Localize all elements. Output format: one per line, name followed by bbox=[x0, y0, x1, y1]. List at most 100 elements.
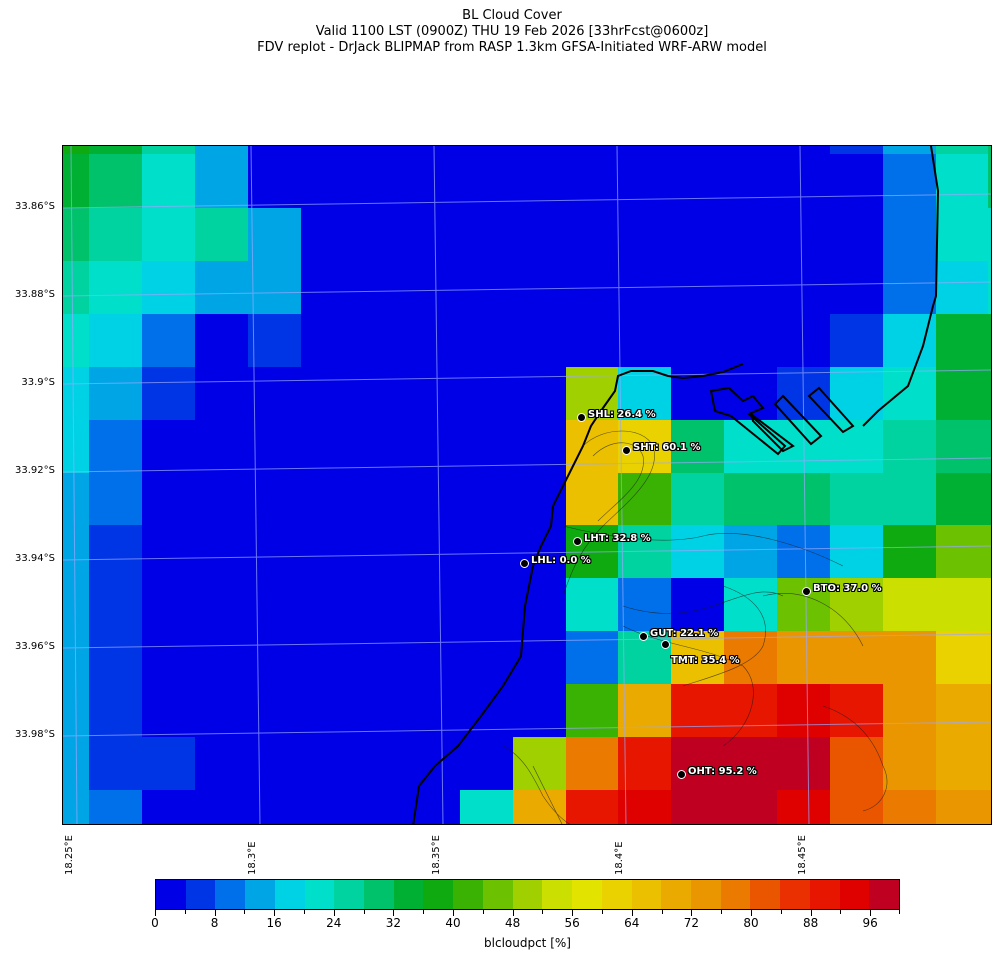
grid-cell bbox=[248, 631, 302, 685]
grid-cell bbox=[830, 790, 884, 824]
grid-cell bbox=[407, 261, 461, 315]
grid-cell bbox=[936, 367, 989, 421]
colorbar-tick-label: 48 bbox=[504, 916, 521, 930]
grid-cell bbox=[936, 631, 989, 685]
grid-cell bbox=[988, 420, 991, 474]
grid-cell bbox=[883, 578, 937, 632]
grid-cell bbox=[936, 578, 989, 632]
grid-cell bbox=[248, 684, 302, 738]
grid-cell bbox=[301, 473, 355, 526]
colorbar-tick bbox=[184, 910, 186, 914]
colorbar-tick bbox=[780, 910, 782, 914]
grid-cell bbox=[618, 684, 672, 738]
grid-cell bbox=[63, 261, 90, 315]
colorbar-swatch bbox=[156, 880, 186, 909]
grid-cell bbox=[195, 420, 249, 474]
grid-cell bbox=[248, 578, 302, 632]
grid-cell bbox=[830, 473, 884, 526]
grid-cell bbox=[513, 473, 567, 526]
grid-cell bbox=[777, 261, 831, 315]
grid-cell bbox=[248, 146, 302, 155]
grid-cell bbox=[671, 525, 725, 579]
grid-cell bbox=[830, 314, 884, 368]
colorbar-tick bbox=[333, 910, 335, 916]
grid-cell bbox=[513, 420, 567, 474]
grid-cell bbox=[301, 420, 355, 474]
colorbar-swatch bbox=[423, 880, 454, 909]
grid-cell bbox=[671, 737, 725, 791]
grid-cell bbox=[566, 684, 619, 738]
grid-cell bbox=[883, 146, 937, 155]
grid-cell bbox=[195, 790, 249, 824]
station-label-sht: SHT: 60.1 % bbox=[633, 442, 701, 453]
grid-cell bbox=[195, 631, 249, 685]
colorbar-tick-label: 40 bbox=[445, 916, 461, 930]
grid-cell bbox=[142, 737, 196, 791]
grid-cell bbox=[830, 684, 884, 738]
grid-cell bbox=[407, 420, 461, 474]
colorbar-tick bbox=[304, 910, 305, 914]
grid-cell bbox=[354, 631, 408, 685]
grid-cell bbox=[936, 146, 989, 155]
grid-cell bbox=[301, 737, 355, 791]
grid-cell bbox=[89, 261, 143, 315]
grid-cell bbox=[354, 208, 408, 262]
grid-cell bbox=[777, 208, 831, 262]
colorbar-tick bbox=[631, 910, 633, 916]
grid-cell bbox=[566, 146, 619, 155]
colorbar-tick-label: 16 bbox=[266, 916, 282, 930]
grid-cell bbox=[671, 790, 725, 824]
grid-cell bbox=[777, 146, 831, 155]
station-dot-gut bbox=[639, 632, 648, 641]
grid-cell bbox=[407, 684, 461, 738]
grid-cell bbox=[566, 261, 619, 315]
colorbar-tick bbox=[244, 910, 246, 914]
colorbar-tick bbox=[512, 910, 514, 916]
station-dot-sht bbox=[622, 446, 631, 455]
grid-cell bbox=[936, 261, 989, 315]
grid-cell bbox=[89, 737, 143, 791]
grid-cell bbox=[777, 737, 831, 791]
grid-cell bbox=[195, 146, 249, 155]
grid-cell bbox=[63, 578, 90, 632]
colorbar-swatch bbox=[720, 880, 751, 909]
station-label-gut: GUT: 22.1 % bbox=[650, 628, 719, 639]
colorbar-swatch bbox=[601, 880, 632, 909]
grid-cell bbox=[142, 261, 196, 315]
grid-cell bbox=[724, 578, 778, 632]
grid-cell bbox=[988, 737, 991, 791]
colorbar-tick bbox=[870, 910, 872, 916]
grid-cell bbox=[89, 525, 143, 579]
grid-cell bbox=[195, 367, 249, 421]
grid-cell bbox=[354, 154, 408, 209]
grid-cell bbox=[142, 473, 196, 526]
grid-cell bbox=[195, 737, 249, 791]
y-tick-label: 33.96°S bbox=[15, 641, 55, 652]
grid-cell bbox=[988, 367, 991, 421]
grid-cell bbox=[248, 314, 302, 368]
colorbar-swatch bbox=[750, 880, 781, 909]
grid-cell bbox=[142, 367, 196, 421]
colorbar-tick bbox=[542, 910, 544, 914]
grid-cell bbox=[988, 525, 991, 579]
grid-cell bbox=[248, 525, 302, 579]
station-dot-oht bbox=[677, 770, 686, 779]
grid-cell bbox=[671, 473, 725, 526]
grid-cell bbox=[724, 261, 778, 315]
grid-cell bbox=[988, 473, 991, 526]
grid-cell bbox=[301, 154, 355, 209]
grid-cell bbox=[513, 208, 567, 262]
grid-cell bbox=[142, 420, 196, 474]
station-label-tmt: TMT: 35.4 % bbox=[671, 655, 740, 666]
grid-cell bbox=[89, 208, 143, 262]
colorbar-tick-label: 64 bbox=[624, 916, 640, 930]
grid-cell bbox=[89, 631, 143, 685]
colorbar-swatch bbox=[185, 880, 216, 909]
colorbar-tick bbox=[572, 910, 574, 916]
grid-cell bbox=[883, 420, 937, 474]
grid-cell bbox=[460, 737, 514, 791]
grid-cell bbox=[830, 631, 884, 685]
grid-cell bbox=[724, 790, 778, 824]
colorbar-swatch bbox=[334, 880, 365, 909]
colorbar-tick bbox=[661, 910, 663, 914]
